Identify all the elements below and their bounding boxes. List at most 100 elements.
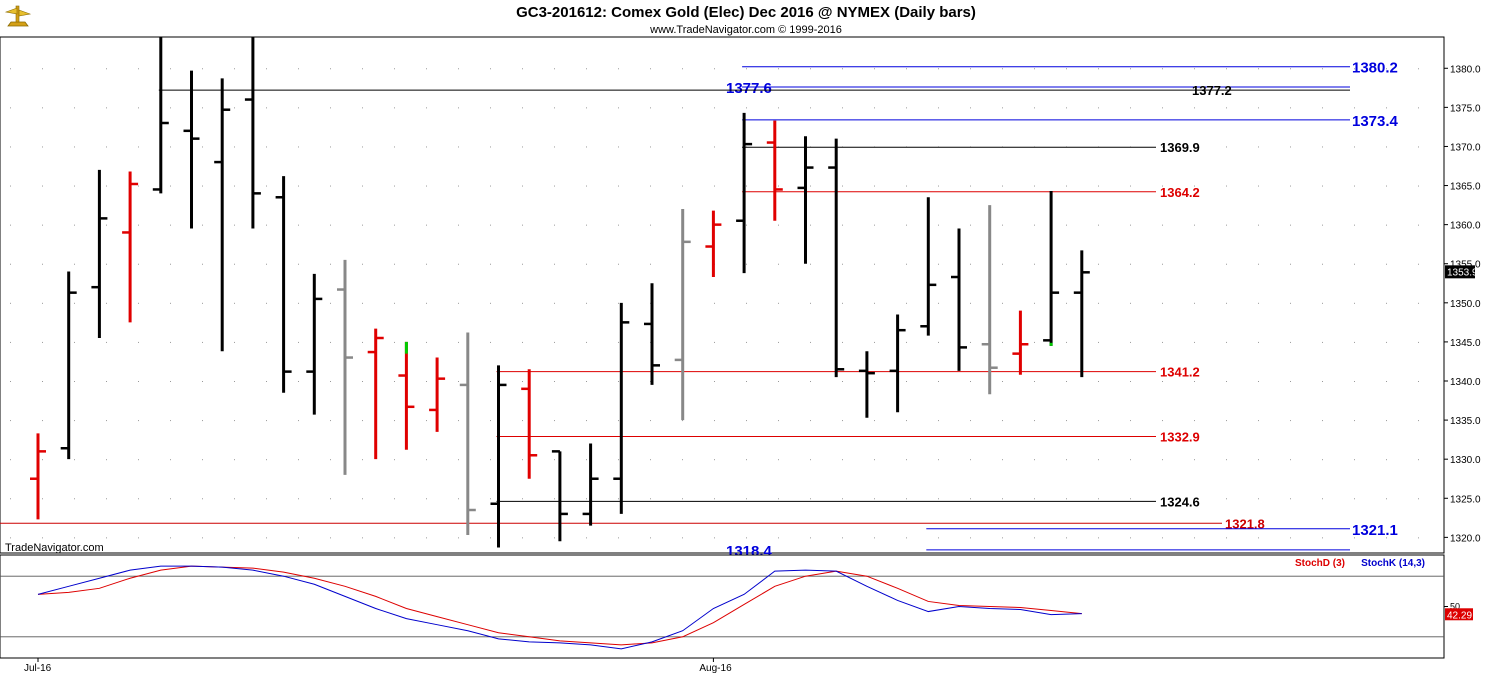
level-label: 1369.9 bbox=[1160, 140, 1200, 155]
grid-dot bbox=[778, 420, 779, 422]
grid-dot bbox=[586, 459, 587, 461]
grid-dot bbox=[842, 459, 843, 461]
grid-dot bbox=[234, 381, 235, 382]
grid-dot bbox=[810, 302, 811, 304]
grid-dot bbox=[778, 224, 779, 226]
grid-dot bbox=[746, 185, 747, 187]
grid-dot bbox=[1066, 302, 1067, 304]
grid-dot bbox=[618, 459, 619, 461]
grid-dot bbox=[746, 224, 747, 226]
grid-dot bbox=[1226, 341, 1227, 343]
grid-dot bbox=[170, 68, 171, 70]
grid-dot bbox=[42, 498, 43, 500]
grid-dot bbox=[234, 420, 235, 422]
grid-dot bbox=[394, 537, 395, 539]
ohlc-bar bbox=[736, 112, 753, 274]
grid-dot bbox=[74, 263, 75, 265]
grid-dot bbox=[490, 68, 491, 70]
grid-dot bbox=[1418, 381, 1419, 382]
grid-dot bbox=[106, 185, 107, 187]
grid-dot bbox=[874, 381, 875, 382]
grid-dot bbox=[778, 302, 779, 304]
grid-dot bbox=[1162, 185, 1163, 187]
grid-dot bbox=[522, 381, 523, 382]
grid-dot bbox=[1258, 107, 1259, 109]
grid-dot bbox=[522, 420, 523, 422]
grid-dot bbox=[938, 224, 939, 226]
grid-dot bbox=[1258, 498, 1259, 500]
grid-dot bbox=[362, 459, 363, 461]
grid-dot bbox=[586, 420, 587, 422]
grid-dot bbox=[362, 263, 363, 265]
grid-dot bbox=[778, 381, 779, 382]
grid-dot bbox=[874, 459, 875, 461]
grid-dot bbox=[522, 263, 523, 265]
grid-dot bbox=[1066, 185, 1067, 187]
grid-dot bbox=[266, 459, 267, 461]
grid-dot bbox=[490, 224, 491, 226]
grid-dot bbox=[74, 381, 75, 382]
grid-dot bbox=[522, 537, 523, 539]
grid-dot bbox=[1322, 68, 1323, 70]
grid-dot bbox=[810, 224, 811, 226]
grid-dot bbox=[202, 420, 203, 422]
grid-dot bbox=[1130, 420, 1131, 422]
grid-dot bbox=[586, 224, 587, 226]
grid-dot bbox=[586, 263, 587, 265]
grid-dot bbox=[842, 420, 843, 422]
grid-dot bbox=[1226, 381, 1227, 382]
grid-dot bbox=[1258, 537, 1259, 539]
grid-dot bbox=[554, 381, 555, 382]
grid-dot bbox=[74, 537, 75, 539]
grid-dot bbox=[1194, 498, 1195, 500]
grid-dot bbox=[1322, 420, 1323, 422]
grid-dot bbox=[1162, 263, 1163, 265]
grid-dot bbox=[266, 263, 267, 265]
grid-dot bbox=[938, 263, 939, 265]
level-label: 1364.2 bbox=[1160, 185, 1200, 200]
chart-title: GC3-201612: Comex Gold (Elec) Dec 2016 @… bbox=[516, 4, 976, 21]
grid-dot bbox=[1386, 224, 1387, 226]
grid-dot bbox=[1386, 185, 1387, 187]
grid-dot bbox=[458, 224, 459, 226]
grid-dot bbox=[554, 420, 555, 422]
grid-dot bbox=[458, 498, 459, 500]
grid-dot bbox=[74, 459, 75, 461]
grid-dot bbox=[1354, 302, 1355, 304]
grid-dot bbox=[1162, 146, 1163, 148]
grid-dot bbox=[1226, 224, 1227, 226]
grid-dot bbox=[938, 341, 939, 343]
grid-dot bbox=[298, 107, 299, 109]
grid-dot bbox=[1322, 107, 1323, 109]
grid-dot bbox=[1130, 68, 1131, 70]
grid-dot bbox=[1066, 68, 1067, 70]
grid-dot bbox=[202, 459, 203, 461]
grid-dot bbox=[554, 107, 555, 109]
grid-dot bbox=[298, 459, 299, 461]
grid-dot bbox=[874, 263, 875, 265]
grid-dot bbox=[458, 459, 459, 461]
grid-dot bbox=[1162, 459, 1163, 461]
grid-dot bbox=[1098, 498, 1099, 500]
stochk-line bbox=[37, 565, 1082, 650]
grid-dot bbox=[714, 107, 715, 109]
grid-dot bbox=[1098, 459, 1099, 461]
y-tick-label: 1330.0 bbox=[1450, 455, 1481, 466]
grid-dot bbox=[362, 107, 363, 109]
grid-dot bbox=[906, 381, 907, 382]
grid-dot bbox=[202, 498, 203, 500]
grid-dot bbox=[1130, 302, 1131, 304]
grid-dot bbox=[1034, 107, 1035, 109]
grid-dot bbox=[778, 185, 779, 187]
grid-dot bbox=[554, 146, 555, 148]
grid-dot bbox=[746, 68, 747, 70]
grid-dot bbox=[714, 341, 715, 343]
grid-dot bbox=[1386, 107, 1387, 109]
grid-dot bbox=[490, 498, 491, 500]
grid-dot bbox=[554, 302, 555, 304]
grid-dot bbox=[394, 381, 395, 382]
grid-dot bbox=[1002, 107, 1003, 109]
grid-dot bbox=[1034, 185, 1035, 187]
grid-dot bbox=[1258, 341, 1259, 343]
grid-dot bbox=[1386, 498, 1387, 500]
